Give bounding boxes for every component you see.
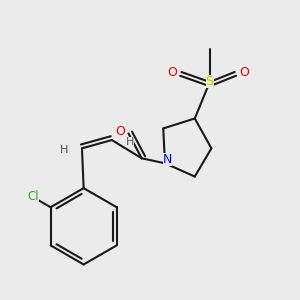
Text: O: O [239, 65, 249, 79]
Text: Cl: Cl [27, 190, 39, 202]
Text: N: N [163, 154, 172, 166]
Text: O: O [115, 125, 125, 138]
Text: S: S [206, 76, 214, 88]
Text: O: O [167, 65, 177, 79]
Text: H: H [126, 137, 134, 147]
Text: H: H [59, 145, 68, 155]
